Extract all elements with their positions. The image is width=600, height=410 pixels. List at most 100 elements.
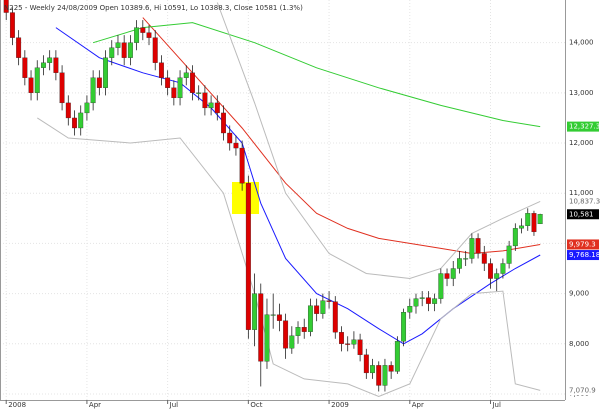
candle-body — [72, 117, 77, 129]
candle-body — [53, 57, 59, 73]
candle-body — [537, 214, 543, 225]
candle-body — [177, 77, 183, 99]
candle-body — [152, 37, 158, 63]
price-label: 12,327.3 — [569, 123, 600, 131]
price-label-box — [567, 385, 599, 396]
candle-body — [283, 320, 289, 349]
candle-body — [531, 213, 537, 233]
candle-body — [450, 268, 456, 279]
candle-body — [227, 132, 233, 144]
candle-body — [506, 245, 512, 264]
candle-body — [425, 297, 431, 304]
candle-body — [140, 27, 146, 33]
candle-body — [34, 67, 40, 93]
candle-body — [438, 273, 444, 299]
candle-body — [339, 332, 344, 344]
candle-body — [190, 72, 195, 93]
candle-body — [512, 228, 518, 247]
candle-body — [196, 92, 202, 94]
candle-body — [90, 77, 96, 104]
candle-body — [519, 225, 524, 229]
y-tick-label: 12,000 — [569, 139, 594, 147]
candle-body — [258, 293, 264, 362]
candle-body — [202, 92, 208, 109]
candle-body — [65, 102, 71, 119]
candle-body — [444, 273, 450, 279]
candle-body — [320, 300, 326, 314]
candle-body — [121, 42, 127, 58]
candle-body — [41, 62, 46, 68]
x-tick-label: Jul — [491, 401, 501, 409]
indicator-line — [37, 117, 541, 398]
price-label-box — [567, 209, 599, 220]
candle-body — [28, 77, 34, 93]
candle-body — [276, 314, 282, 321]
price-label: 7,070.9 — [569, 386, 596, 394]
candle-body — [314, 305, 320, 314]
candle-body — [363, 354, 369, 374]
price-label-box — [567, 239, 599, 250]
candle-body — [413, 298, 419, 307]
candle-body — [382, 365, 388, 386]
candle-body — [394, 341, 400, 372]
candle-body — [16, 37, 22, 58]
y-tick-label: 11,000 — [569, 189, 594, 197]
candle-body — [475, 238, 481, 254]
price-label: 9,768.18 — [569, 251, 600, 259]
candle-body — [289, 335, 295, 349]
candle-body — [84, 102, 90, 114]
candle-body — [351, 339, 357, 345]
price-label-box — [567, 196, 599, 207]
candle-body — [252, 293, 258, 330]
x-tick-label: Jul — [169, 401, 179, 409]
candle-body — [59, 72, 65, 104]
candle-body — [376, 365, 382, 386]
candle-body — [494, 273, 500, 279]
candle-body — [127, 42, 133, 58]
x-tick-label: Apr — [89, 401, 101, 409]
candle-body — [270, 314, 276, 316]
y-tick-label: 14,000 — [569, 39, 594, 47]
y-tick-label: 9,000 — [569, 290, 589, 298]
candle-body — [463, 258, 469, 260]
candle-body — [307, 305, 313, 332]
candle-body — [419, 297, 425, 299]
candle-body — [239, 147, 245, 184]
price-label: 10,581 — [569, 210, 594, 218]
candle-body — [481, 253, 487, 264]
chart-title: N225 - Weekly 24/08/2009 Open 10389.6, H… — [4, 4, 303, 12]
candle-body — [115, 42, 121, 48]
candle-body — [158, 62, 164, 78]
candle-body — [345, 343, 351, 345]
marks — [3, 0, 543, 398]
price-label-box — [567, 250, 599, 261]
x-tick-label: Apr — [412, 401, 424, 409]
candle-body — [171, 87, 177, 99]
candle-body — [457, 258, 462, 269]
candle-body — [47, 57, 53, 63]
candle-body — [233, 142, 239, 149]
candle-body — [301, 327, 307, 332]
candle-body — [221, 112, 226, 134]
candle-body — [109, 47, 115, 58]
candle-body — [3, 0, 9, 13]
candle-body — [488, 263, 493, 279]
candle-body — [208, 102, 214, 109]
x-tick-label: 2008 — [8, 401, 26, 409]
candle-body — [388, 365, 394, 372]
y-tick-label: 8,000 — [569, 340, 589, 348]
candle-body — [165, 77, 171, 88]
price-label: 9,979.3 — [569, 240, 596, 248]
candle-body — [78, 112, 84, 129]
candle-body — [370, 365, 375, 374]
candle-body — [183, 72, 189, 78]
candle-body — [245, 183, 251, 330]
candle-body — [500, 263, 506, 274]
candle-body — [357, 339, 363, 355]
candle-body — [134, 27, 140, 43]
indicator-line — [216, 2, 541, 280]
candle-body — [22, 57, 28, 78]
x-tick-label: 2009 — [331, 401, 349, 409]
